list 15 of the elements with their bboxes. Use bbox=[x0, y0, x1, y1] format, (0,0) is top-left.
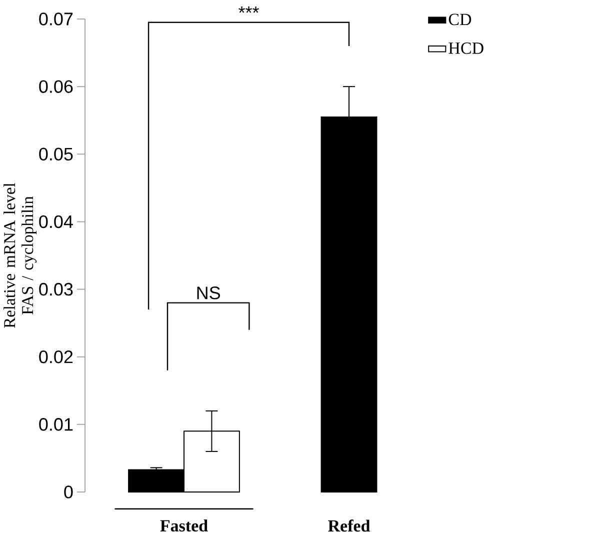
y-tick-label: 0.05 bbox=[39, 148, 73, 161]
x-tick-label: Fasted bbox=[160, 520, 208, 532]
legend-label: HCD bbox=[448, 42, 484, 54]
x-tick-label: Refed bbox=[328, 520, 370, 532]
y-tick-label: 0.02 bbox=[39, 350, 73, 364]
annotation: NS bbox=[197, 286, 220, 300]
y-tick-label: 0 bbox=[64, 486, 73, 498]
y-tick-label: 0.06 bbox=[39, 80, 73, 93]
y-axis-title: Relative mRNA level FAS / cyclophilin bbox=[4, 182, 37, 328]
y-tick-label: 0.01 bbox=[39, 418, 73, 431]
y-tick-label: 0.07 bbox=[39, 12, 73, 26]
text: *** bbox=[238, 6, 259, 13]
y-tick-label: 0.03 bbox=[39, 282, 73, 296]
legend-label: CD bbox=[448, 14, 472, 26]
y-tick-label: 0.04 bbox=[39, 215, 73, 228]
